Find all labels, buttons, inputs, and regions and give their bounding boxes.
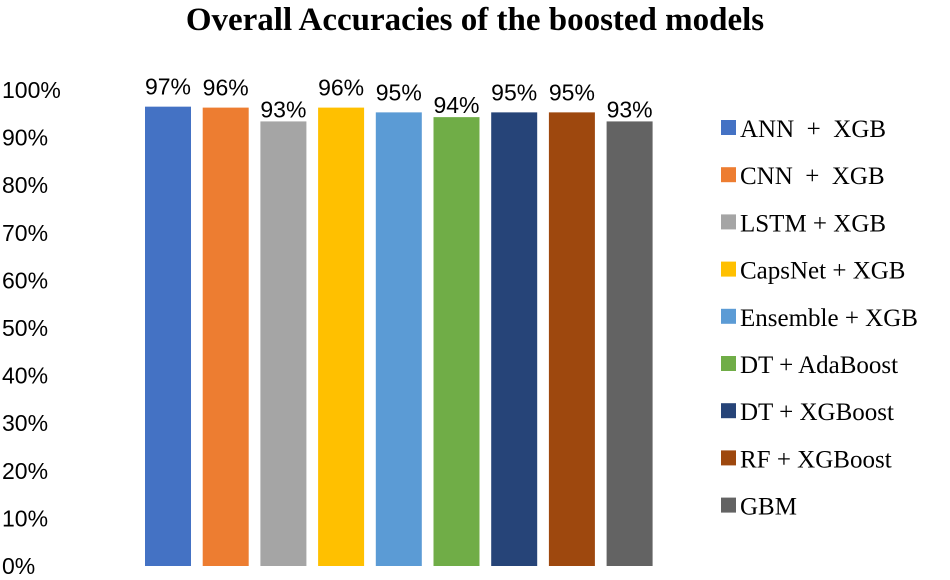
legend-swatch [721,214,736,230]
legend-swatch [721,120,736,135]
bar [375,112,422,566]
bar [260,121,307,566]
legend-label: DT + XGBoost [740,399,894,426]
bar [606,121,653,566]
legend-label: DT + AdaBoost [740,352,898,379]
y-tick-label: 50% [2,315,48,341]
y-tick-label: 10% [2,505,48,531]
bars [145,106,653,566]
legend-swatch [721,167,736,183]
y-tick-label: 40% [2,363,48,389]
y-tick-label: 100% [2,77,61,103]
legend: ANN + XGB CNN + XGB LSTM + XGB CapsNet + XG… [721,116,918,521]
legend-swatch [721,261,736,277]
data-labels: 97% 96% 93% 96% 95% 94% 95% 95% 93% [145,74,653,123]
legend-label: LSTM + XGB [740,210,886,237]
legend-swatch [721,403,736,419]
bar [202,107,249,566]
legend-label: RF + XGBoost [740,446,892,473]
legend-label: CapsNet + XGB [740,258,905,285]
legend-label: GBM [740,494,797,521]
y-tick-label: 30% [2,410,48,436]
y-tick-label: 60% [2,267,48,293]
legend-swatch [721,497,736,513]
data-label: 95% [549,79,595,105]
y-tick-label: 70% [2,220,48,246]
data-label: 94% [433,92,479,118]
legend-swatch [721,356,736,371]
bar [318,107,365,566]
chart-title: Overall Accuracies of the boosted models [185,2,765,38]
bar [548,112,595,566]
y-tick-label: 90% [2,125,48,151]
y-axis: 0% 10% 20% 30% 40% 50% 60% 70% 80% 90% 100% [2,77,61,579]
y-tick-label: 20% [2,458,48,484]
data-label: 95% [376,79,422,105]
data-label: 96% [203,75,249,101]
legend-label: Ensemble + XGB [740,305,918,332]
bar [145,106,191,566]
y-tick-label: 80% [2,172,48,198]
data-label: 95% [491,79,537,105]
legend-label: ANN + XGB [740,116,886,143]
y-tick-label: 0% [2,553,35,579]
legend-label: CNN + XGB [740,163,885,190]
data-label: 93% [607,96,653,122]
legend-swatch [721,308,736,324]
data-label: 97% [145,74,191,100]
bar [491,112,538,566]
data-label: 93% [260,96,306,122]
data-label: 96% [318,75,364,101]
bar [433,117,480,566]
legend-swatch [721,450,736,466]
